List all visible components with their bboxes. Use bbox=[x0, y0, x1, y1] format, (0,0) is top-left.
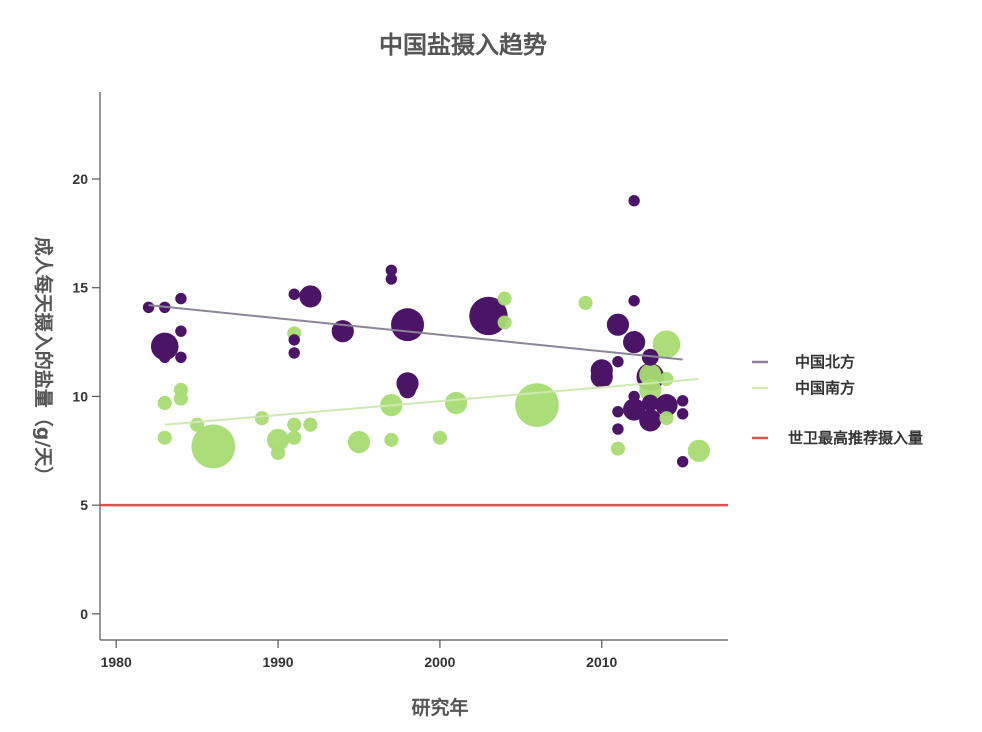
x-tick-label: 2010 bbox=[586, 654, 617, 670]
legend-label: 中国南方 bbox=[795, 379, 855, 397]
y-tick-label: 5 bbox=[80, 497, 88, 513]
plot-area: 0 5 10 15 20 1980 1990 2000 2010 bbox=[72, 92, 728, 670]
south-data-point bbox=[384, 432, 399, 447]
x-tick-label: 2000 bbox=[424, 654, 455, 670]
south-data-point bbox=[270, 445, 286, 461]
north-data-point bbox=[142, 301, 155, 313]
y-tick-label: 20 bbox=[72, 171, 88, 187]
y-axis-title: 成人每天摄入的盐量（g/天） bbox=[32, 237, 55, 486]
north-data-point bbox=[676, 408, 689, 420]
south-data-point bbox=[497, 315, 512, 330]
north-data-point bbox=[385, 264, 398, 277]
north-data-point bbox=[606, 313, 630, 336]
south-data-point bbox=[173, 391, 188, 406]
south-data-point bbox=[266, 428, 290, 452]
south-data-point bbox=[639, 363, 662, 386]
north-data-point bbox=[175, 351, 187, 364]
north-data-point bbox=[175, 325, 187, 337]
south-data-point bbox=[287, 417, 302, 432]
south-data-point bbox=[287, 430, 302, 445]
south-data-point bbox=[432, 430, 447, 445]
south-data-point bbox=[157, 430, 172, 445]
x-axis-title: 研究年 bbox=[411, 696, 468, 719]
north-data-point bbox=[385, 273, 398, 285]
axes: 0 5 10 15 20 1980 1990 2000 2010 bbox=[72, 92, 728, 670]
north-data-point bbox=[590, 365, 613, 388]
north-data-point bbox=[639, 409, 662, 432]
north-data-point bbox=[612, 355, 624, 368]
south-data-point bbox=[610, 441, 625, 456]
south-data-point bbox=[652, 330, 681, 359]
north-data-point bbox=[150, 332, 179, 361]
north-data-point bbox=[655, 394, 678, 417]
north-data-point bbox=[623, 330, 646, 354]
x-tick-label: 1980 bbox=[101, 654, 132, 670]
y-tick-label: 10 bbox=[72, 388, 88, 404]
south-data-point bbox=[578, 295, 593, 310]
north-data-point bbox=[641, 348, 659, 366]
south-data-point bbox=[157, 395, 172, 411]
x-tick-label: 1990 bbox=[262, 654, 293, 670]
y-tick-label: 0 bbox=[80, 606, 88, 622]
south-data-point bbox=[444, 391, 468, 415]
y-tick-label: 15 bbox=[72, 280, 88, 296]
south-data-point bbox=[347, 431, 371, 454]
north-trend-line bbox=[148, 304, 683, 361]
north-data-point bbox=[391, 308, 425, 342]
data-points-layer bbox=[142, 195, 710, 469]
north-data-point bbox=[612, 405, 624, 418]
north-data-point bbox=[288, 334, 300, 346]
chart-title: 中国盐摄入趋势 bbox=[379, 31, 547, 59]
south-data-point bbox=[303, 417, 318, 432]
south-data-point bbox=[515, 383, 559, 428]
north-data-point bbox=[641, 394, 659, 412]
trend-line-layer bbox=[148, 304, 699, 426]
north-data-point bbox=[288, 347, 300, 359]
north-data-point bbox=[623, 398, 646, 421]
legend-label: 中国北方 bbox=[795, 353, 855, 371]
north-data-point bbox=[175, 292, 187, 305]
north-data-point bbox=[469, 296, 508, 336]
north-data-point bbox=[676, 395, 689, 407]
legend-label: 世卫最高推荐摄入量 bbox=[788, 429, 923, 447]
north-data-point bbox=[612, 423, 624, 435]
north-data-point bbox=[628, 195, 640, 207]
north-data-point bbox=[628, 390, 640, 403]
north-data-point bbox=[676, 455, 689, 468]
south-data-point bbox=[497, 291, 512, 306]
south-trend-line bbox=[164, 378, 699, 426]
north-data-point bbox=[288, 288, 300, 300]
south-data-point bbox=[659, 411, 674, 426]
north-data-point bbox=[628, 295, 640, 307]
south-data-point bbox=[190, 417, 205, 432]
north-data-point bbox=[399, 381, 416, 399]
north-data-point bbox=[159, 351, 171, 364]
south-data-point bbox=[191, 424, 236, 469]
south-data-point bbox=[254, 411, 269, 426]
south-data-point bbox=[659, 371, 674, 387]
north-data-point bbox=[299, 285, 322, 308]
south-data-point bbox=[687, 439, 710, 462]
